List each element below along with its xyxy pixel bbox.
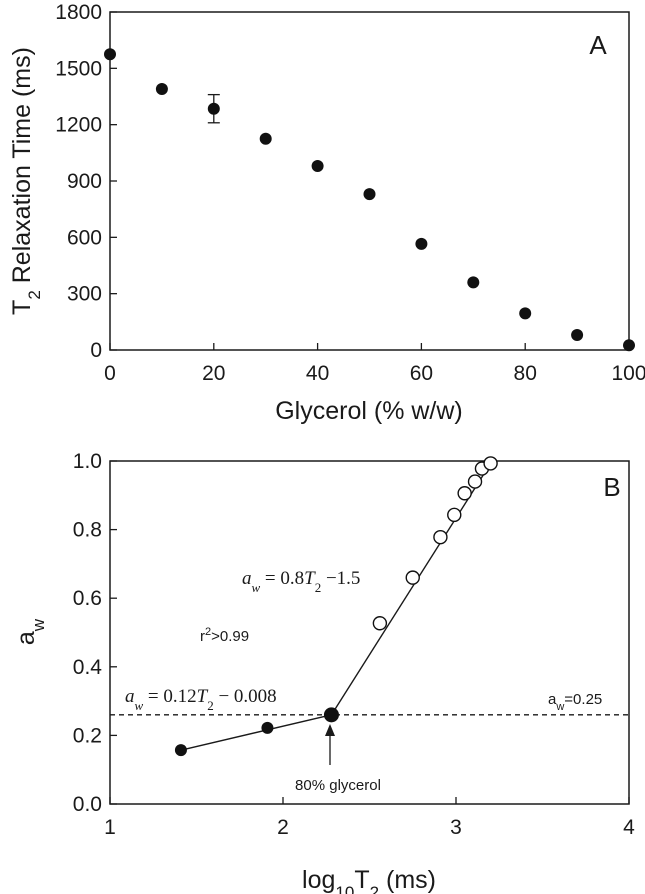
y-tick-label: 0.6 (73, 587, 102, 610)
fit-line (180, 714, 332, 751)
fit-line (330, 463, 492, 716)
y-tick-label: 1.0 (73, 450, 102, 473)
panel-b-y-axis-title: aw (12, 618, 48, 645)
x-tick-label: 0 (104, 362, 116, 385)
open-data-point (447, 507, 462, 523)
panel-a: 0 20 40 60 80 100 0 300 600 900 1200 1500 1800 A Gly… (8, 1, 645, 425)
panel-b-x-axis-title: log10T2 (ms) (302, 866, 436, 894)
data-point (311, 159, 324, 172)
y-tick-label: 0.0 (73, 793, 102, 816)
panel-a-y-axis-title: T2 Relaxation Time (ms) (8, 47, 44, 315)
y-tick-label: 0.2 (73, 724, 102, 747)
data-point (155, 82, 168, 95)
open-data-point (457, 486, 472, 501)
data-point (623, 339, 635, 352)
data-point (363, 188, 376, 201)
data-point (207, 102, 220, 115)
y-tick-label: 0.8 (73, 519, 102, 542)
open-data-point (467, 474, 483, 489)
panel-b-data-points (174, 456, 498, 757)
open-data-point (372, 616, 388, 631)
data-point (571, 328, 584, 341)
y-tick-label: 300 (67, 283, 102, 306)
y-tick-label: 0 (90, 339, 102, 362)
y-tick-label: 0.4 (73, 656, 103, 679)
panel-b-fit-lines (180, 463, 492, 751)
panel-a-x-axis-title: Glycerol (% w/w) (275, 397, 463, 425)
lower-fit-equation: aw = 0.12T2 − 0.008 (125, 686, 277, 713)
x-tick-label: 2 (277, 816, 289, 839)
panel-a-plot-frame (109, 11, 630, 351)
x-tick-label: 4 (623, 816, 635, 839)
x-tick-label: 20 (202, 362, 225, 385)
aw-threshold-label: aw=0.25 (548, 691, 602, 713)
panel-a-ticks: 0 20 40 60 80 100 0 300 600 900 1200 1500 1800 (55, 1, 645, 385)
x-tick-label: 40 (306, 362, 329, 385)
y-tick-label: 1800 (55, 1, 102, 24)
open-data-point (433, 529, 448, 545)
y-tick-label: 900 (67, 170, 102, 193)
upper-fit-equation: aw = 0.8T2 −1.5 (242, 568, 360, 595)
filled-data-point (261, 721, 274, 734)
x-tick-label: 3 (450, 816, 462, 839)
open-data-point (483, 456, 498, 471)
data-point (104, 48, 116, 61)
data-point (259, 132, 272, 145)
y-tick-label: 1200 (55, 114, 102, 137)
y-tick-label: 600 (67, 226, 102, 249)
filled-data-point (174, 744, 187, 757)
r-squared-annotation: r2>0.99 (200, 626, 249, 645)
panel-a-label: A (589, 30, 607, 60)
panel-b-label: B (603, 472, 620, 502)
x-tick-label: 100 (611, 362, 645, 385)
panel-b-plot-frame (109, 460, 630, 805)
glycerol-arrow-label: 80% glycerol (295, 777, 381, 794)
panel-a-data-points (104, 48, 635, 352)
open-data-point (405, 570, 420, 585)
x-tick-label: 60 (410, 362, 433, 385)
panel-b: 1 2 3 4 0.0 0.2 0.4 0.6 0.8 1.0 B aw = 0.8T2 −1.5… (12, 450, 635, 894)
glycerol-arrow-head (325, 724, 335, 736)
y-tick-label: 1500 (55, 57, 102, 80)
data-point (415, 237, 428, 250)
filled-data-point (323, 707, 339, 723)
data-point (519, 307, 532, 320)
x-tick-label: 1 (104, 816, 116, 839)
panel-b-ticks: 1 2 3 4 0.0 0.2 0.4 0.6 0.8 1.0 (73, 450, 635, 839)
data-point (467, 276, 480, 289)
x-tick-label: 80 (514, 362, 537, 385)
